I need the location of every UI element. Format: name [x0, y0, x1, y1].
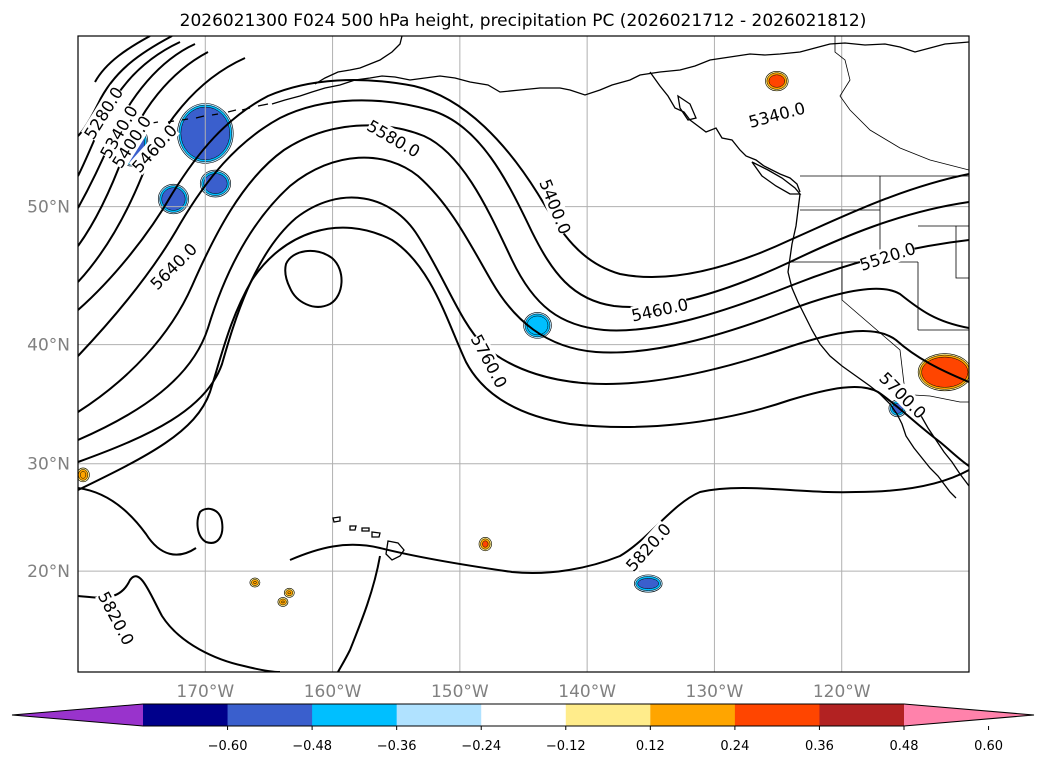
lat-tick-label: 30°N — [27, 455, 70, 475]
lon-tick-label: 120°W — [813, 682, 871, 702]
lat-tick-label: 40°N — [27, 336, 70, 356]
contour-label-bg — [630, 295, 689, 325]
colorbar-tick-label: −0.48 — [292, 739, 332, 754]
state-lines-west — [790, 176, 969, 393]
height-contour — [284, 249, 343, 308]
precip-core — [253, 581, 257, 584]
height-contour — [94, 36, 151, 83]
colorbar-tick-label: −0.24 — [461, 739, 501, 754]
height-contour — [78, 196, 969, 463]
lon-tick-label: 160°W — [304, 682, 362, 702]
precip-blob — [277, 597, 289, 607]
height-contour — [78, 575, 281, 672]
contour-label-bg — [128, 121, 180, 176]
precip-blob — [283, 587, 295, 598]
colorbar-segment — [650, 704, 736, 726]
lat-tick-label: 20°N — [27, 562, 70, 582]
colorbar-segment — [819, 704, 905, 726]
panhandle-coast — [649, 71, 801, 193]
contour-label-bg — [96, 102, 141, 161]
contour-label-bg — [80, 84, 126, 142]
hawaii-molokai — [361, 527, 370, 532]
colorbar-segment — [143, 704, 229, 726]
precip-blob — [765, 70, 789, 92]
haida-gwaii — [677, 94, 697, 121]
height-contour — [78, 487, 197, 556]
colorbar-tick-label: 0.12 — [636, 739, 665, 754]
alaska-coast-north — [314, 36, 403, 85]
lon-tick-label: 140°W — [558, 682, 616, 702]
height-contour — [78, 226, 969, 491]
height-contour — [196, 507, 224, 544]
precip-blob — [633, 574, 663, 593]
hawaii-oahu — [349, 525, 357, 531]
height-contour — [78, 156, 969, 441]
colorbar-segment — [734, 704, 820, 726]
height-contour — [78, 79, 969, 311]
hawaii-maui — [371, 531, 381, 538]
height-contour — [78, 124, 969, 413]
alaska-canada-border — [834, 36, 969, 171]
contour-label-bg — [108, 113, 154, 171]
contour-label-bg — [858, 239, 917, 274]
political-borders — [790, 36, 969, 403]
colorbar-outline — [11, 703, 1035, 727]
contour-label-bg — [536, 177, 575, 236]
height-contour — [337, 555, 381, 672]
latitude-labels: 20°N 30°N 40°N 50°N — [27, 198, 70, 583]
contour-label-bg — [364, 116, 423, 161]
alaska-coast — [271, 41, 969, 105]
precip-core — [768, 74, 785, 88]
contour-label-bg — [468, 332, 511, 390]
colorbar-tick-label: −0.36 — [377, 739, 417, 754]
precip-core — [287, 591, 292, 595]
lon-tick-label: 130°W — [686, 682, 744, 702]
colorbar-extend-low — [12, 704, 143, 726]
colorbar-tick-label: −0.12 — [546, 739, 586, 754]
precip-core — [281, 600, 285, 604]
precip-blob — [523, 312, 552, 339]
longitude-labels: 170°W 160°W 150°W 140°W 130°W 120°W — [176, 682, 870, 702]
contour-label-bg — [147, 240, 200, 293]
colorbar-tick-label: 0.36 — [805, 739, 834, 754]
colorbar-segment — [227, 704, 313, 726]
colorbar-segment — [481, 704, 567, 726]
us-west-coast — [787, 193, 898, 415]
lat-tick-label: 50°N — [27, 198, 70, 218]
precip-blob — [478, 537, 492, 552]
precip-core — [482, 540, 489, 548]
precip-blob — [157, 183, 189, 215]
lon-tick-label: 150°W — [431, 682, 489, 702]
precip-blob — [78, 467, 90, 483]
height-contours — [78, 36, 969, 672]
hawaii-big-island — [385, 540, 405, 561]
contour-label-bg — [747, 98, 807, 131]
contour-label-bg — [622, 520, 674, 575]
hawaii-kauai — [332, 516, 341, 523]
colorbar-extend-high — [904, 704, 1034, 726]
height-contour — [78, 99, 969, 357]
colorbar-segment — [312, 704, 398, 726]
height-contour — [289, 469, 969, 575]
colorbar-tick-label: 0.48 — [890, 739, 919, 754]
contour-label-bg — [95, 589, 138, 648]
colorbar-segment — [565, 704, 651, 726]
precip-core — [637, 578, 659, 589]
colorbar-tick-label: −0.60 — [208, 739, 248, 754]
chart-title: 2026021300 F024 500 hPa height, precipit… — [180, 11, 867, 31]
colorbar-tick-label: 0.24 — [720, 739, 749, 754]
lon-tick-label: 170°W — [176, 682, 234, 702]
map-frame — [77, 35, 970, 673]
precip-core — [80, 471, 87, 479]
height-contour — [78, 57, 246, 283]
contour-label-bg — [876, 369, 929, 422]
precip-blob — [249, 577, 261, 588]
colorbar-segment — [396, 704, 482, 726]
colorbar: −0.60 −0.48 −0.36 −0.24 −0.12 0.12 0.24 0.36 0.4… — [11, 703, 1035, 754]
colorbar-tick-label: 0.60 — [974, 739, 1003, 754]
precip-core — [161, 187, 186, 211]
